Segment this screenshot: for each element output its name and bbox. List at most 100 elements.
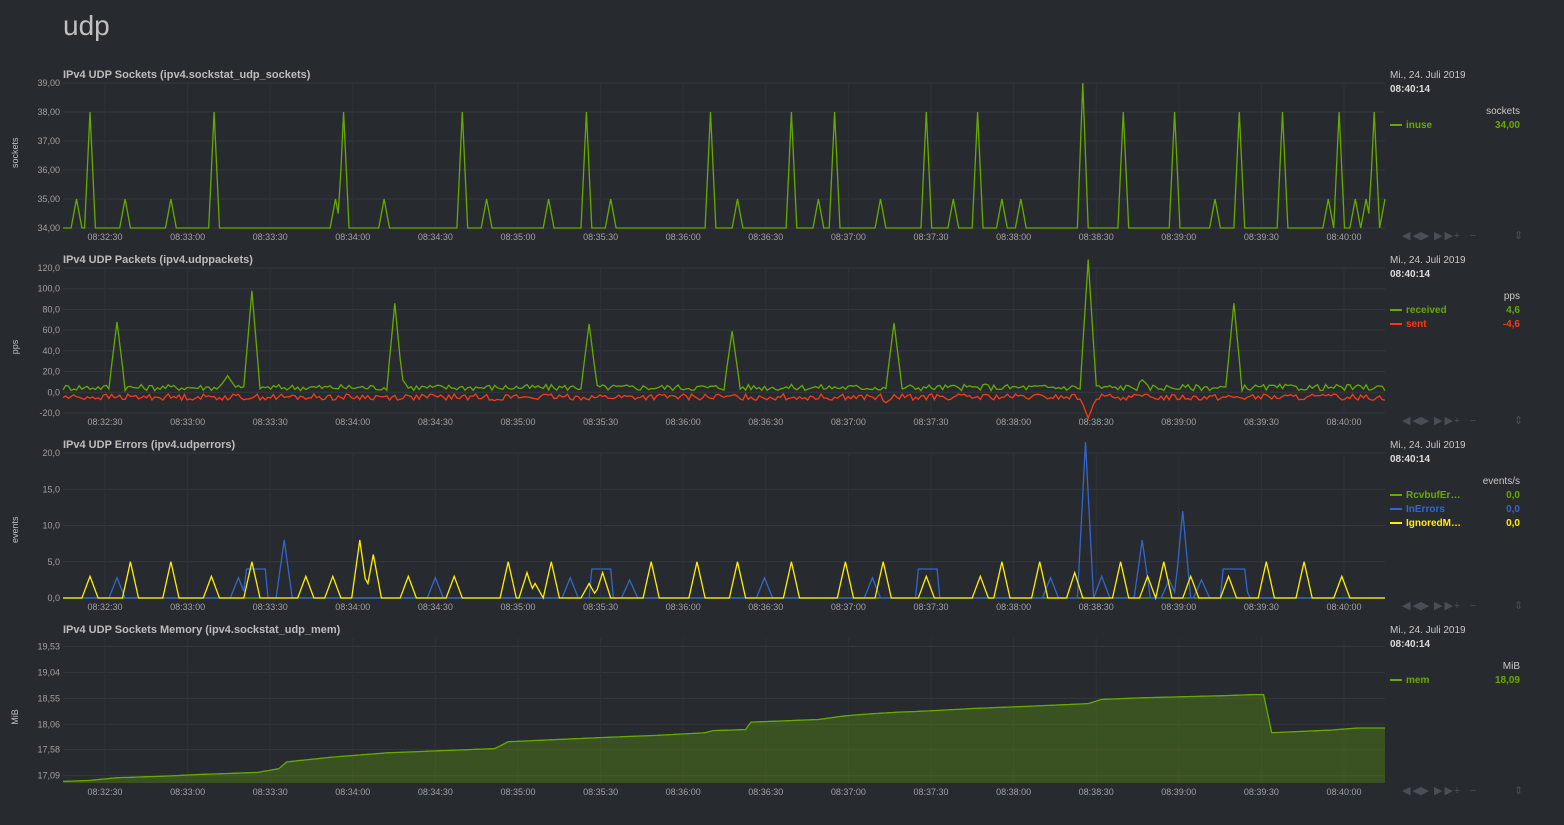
chart-panel-udp-sockets-memory: IPv4 UDP Sockets Memory (ipv4.sockstat_u… xyxy=(0,624,1564,819)
x-tick-label: 08:32:30 xyxy=(87,602,122,612)
resize-handle[interactable]: ⇕ xyxy=(1514,600,1524,612)
resize-handle[interactable]: ⇕ xyxy=(1514,415,1524,427)
pan-left-button[interactable]: ◀◀ xyxy=(1402,415,1423,427)
y-tick-label: 20,0 xyxy=(42,448,60,458)
x-tick-label: 08:37:00 xyxy=(831,417,866,427)
legend-row-inerrors[interactable]: InErrors 0,0 xyxy=(1390,503,1530,517)
legend-dimension-name: mem xyxy=(1406,675,1430,686)
pan-left-button[interactable]: ◀◀ xyxy=(1402,230,1423,242)
zoom-in-button[interactable]: + xyxy=(1453,230,1463,242)
x-tick-label: 08:38:30 xyxy=(1079,602,1114,612)
udp-errors-chart[interactable]: 20,0 15,0 10,0 5,0 0,0 08:32:30 08:33:00 08:33:… xyxy=(0,439,1390,624)
y-tick-label: 0,0 xyxy=(47,387,60,397)
udp-packets-chart[interactable]: 120,0 100,0 80,0 60,0 40,0 20,0 0,0 -20,0 08:32:… xyxy=(0,254,1390,439)
reset-button[interactable]: ▶ xyxy=(1420,415,1432,427)
reset-button[interactable]: ▶ xyxy=(1420,785,1432,797)
legend-row-rcvbuferrors[interactable]: RcvbufEr… 0,0 xyxy=(1390,489,1530,503)
x-tick-label: 08:40:00 xyxy=(1326,232,1361,242)
x-tick-label: 08:34:00 xyxy=(335,787,370,797)
legend-date: Mi., 24. Juli 2019 xyxy=(1390,255,1466,266)
y-tick-label: 17,09 xyxy=(37,771,60,781)
pan-right-button[interactable]: ▶▶ xyxy=(1434,415,1455,427)
series-line-mem xyxy=(62,693,1385,783)
series-area-mem xyxy=(63,694,1385,783)
series-line-ignoredm xyxy=(63,539,1385,601)
resize-handle[interactable]: ⇕ xyxy=(1514,230,1524,242)
pan-right-button[interactable]: ▶▶ xyxy=(1434,230,1455,242)
x-tick-label: 08:32:30 xyxy=(87,417,122,427)
chart-title: IPv4 UDP Sockets (ipv4.sockstat_udp_sock… xyxy=(63,69,311,81)
y-tick-label: 60,0 xyxy=(42,325,60,335)
resize-handle[interactable]: ⇕ xyxy=(1514,785,1524,797)
legend-dimension-name: received xyxy=(1406,305,1447,316)
x-tick-label: 08:38:30 xyxy=(1079,232,1114,242)
chart-legend: Mi., 24. Juli 2019 08:40:14 pps received… xyxy=(1390,254,1530,332)
legend-dimension-value: -4,6 xyxy=(1502,319,1520,330)
x-tick-label: 08:33:30 xyxy=(253,417,288,427)
pan-right-button[interactable]: ▶▶ xyxy=(1434,785,1455,797)
chart-panel-udp-packets: IPv4 UDP Packets (ipv4.udppackets) pps 1… xyxy=(0,254,1564,439)
y-tick-label: 10,0 xyxy=(42,521,60,531)
zoom-in-button[interactable]: + xyxy=(1453,785,1463,797)
x-tick-label: 08:35:30 xyxy=(583,417,618,427)
chart-title: IPv4 UDP Errors (ipv4.udperrors) xyxy=(63,439,236,451)
x-tick-label: 08:39:00 xyxy=(1161,417,1196,427)
x-tick-label: 08:36:30 xyxy=(748,232,783,242)
legend-row-mem[interactable]: mem 18,09 xyxy=(1390,674,1530,688)
zoom-out-button[interactable]: − xyxy=(1469,600,1479,612)
pan-left-button[interactable]: ◀◀ xyxy=(1402,785,1423,797)
x-tick-label: 08:38:30 xyxy=(1079,417,1114,427)
x-tick-label: 08:37:30 xyxy=(913,602,948,612)
chart-toolbox: ◀◀▶ ▶▶+ − xyxy=(1402,414,1482,427)
x-tick-label: 08:38:00 xyxy=(996,602,1031,612)
zoom-in-button[interactable]: + xyxy=(1453,415,1463,427)
legend-row-ignoredmulti[interactable]: IgnoredM… 0,0 xyxy=(1390,517,1530,531)
zoom-in-button[interactable]: + xyxy=(1453,600,1463,612)
chart-legend: Mi., 24. Juli 2019 08:40:14 MiB mem 18,09 xyxy=(1390,624,1530,688)
x-tick-label: 08:34:30 xyxy=(418,417,453,427)
y-tick-label: -20,0 xyxy=(39,408,60,418)
legend-swatch xyxy=(1390,124,1402,127)
x-tick-label: 08:39:00 xyxy=(1161,602,1196,612)
legend-dimension-value: 4,6 xyxy=(1506,305,1520,316)
legend-date: Mi., 24. Juli 2019 xyxy=(1390,70,1466,81)
legend-swatch xyxy=(1390,508,1402,511)
udp-sockets-memory-chart[interactable]: 19,53 19,04 18,55 18,06 17,58 17,09 08:32:30 08… xyxy=(0,624,1390,819)
zoom-out-button[interactable]: − xyxy=(1469,785,1479,797)
x-tick-label: 08:34:30 xyxy=(418,602,453,612)
legend-row-received[interactable]: received 4,6 xyxy=(1390,304,1530,318)
chart-panel-udp-sockets: IPv4 UDP Sockets (ipv4.sockstat_udp_sock… xyxy=(0,69,1564,254)
legend-swatch xyxy=(1390,679,1402,682)
y-tick-label: 19,53 xyxy=(37,641,60,651)
x-tick-label: 08:37:00 xyxy=(831,787,866,797)
x-tick-label: 08:36:00 xyxy=(666,602,701,612)
legend-swatch xyxy=(1390,309,1402,312)
x-tick-label: 08:39:00 xyxy=(1161,787,1196,797)
x-tick-label: 08:34:30 xyxy=(418,787,453,797)
x-tick-label: 08:35:00 xyxy=(500,602,535,612)
y-tick-label: 18,06 xyxy=(37,719,60,729)
x-tick-label: 08:37:30 xyxy=(913,417,948,427)
udp-sockets-chart[interactable]: 39,00 38,00 37,00 36,00 35,00 34,00 08:32:30 08… xyxy=(0,69,1390,254)
zoom-out-button[interactable]: − xyxy=(1469,415,1479,427)
legend-dimension-name: sent xyxy=(1406,319,1427,330)
legend-row-inuse[interactable]: inuse 34,00 xyxy=(1390,119,1530,133)
x-tick-label: 08:39:30 xyxy=(1244,232,1279,242)
x-tick-label: 08:36:00 xyxy=(666,232,701,242)
pan-left-button[interactable]: ◀◀ xyxy=(1402,600,1423,612)
legend-time: 08:40:14 xyxy=(1390,639,1431,650)
pan-right-button[interactable]: ▶▶ xyxy=(1434,600,1455,612)
y-tick-label: 20,0 xyxy=(42,367,60,377)
legend-dimension-name: inuse xyxy=(1406,120,1433,131)
x-tick-label: 08:33:30 xyxy=(253,602,288,612)
reset-button[interactable]: ▶ xyxy=(1420,230,1432,242)
legend-row-sent[interactable]: sent -4,6 xyxy=(1390,318,1530,332)
x-tick-label: 08:34:30 xyxy=(418,232,453,242)
legend-units: pps xyxy=(1503,291,1520,302)
x-tick-label: 08:35:00 xyxy=(500,232,535,242)
zoom-out-button[interactable]: − xyxy=(1469,230,1479,242)
chart-legend: Mi., 24. Juli 2019 08:40:14 sockets inus… xyxy=(1390,69,1530,133)
x-tick-label: 08:40:00 xyxy=(1326,602,1361,612)
series-line-sent xyxy=(62,392,1386,421)
reset-button[interactable]: ▶ xyxy=(1420,600,1432,612)
